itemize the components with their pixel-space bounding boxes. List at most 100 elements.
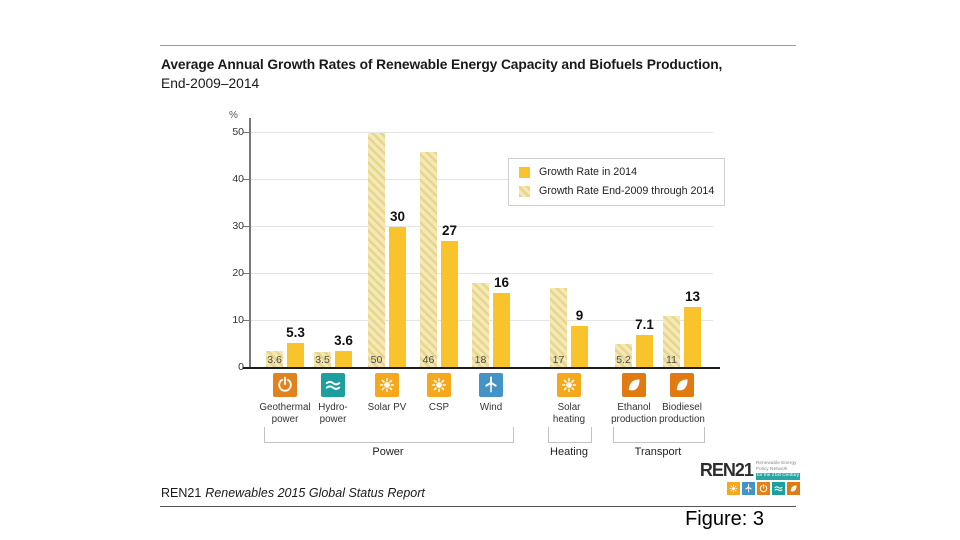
y-axis-tick-10	[243, 320, 250, 321]
group-label-transport: Transport	[634, 446, 682, 458]
y-axis-tick-label-40: 40	[232, 173, 244, 185]
value-label-2009-2014-geothermal-power: 3.6	[267, 354, 282, 366]
group-label-power: Power	[372, 446, 404, 458]
value-label-2014-biodiesel-production: 13	[684, 288, 701, 304]
ren21-logo: REN21 Renewable Energy Policy Network fo…	[700, 461, 800, 495]
solar-heating-icon	[557, 373, 581, 397]
y-axis-tick-30	[243, 226, 250, 227]
bar-group-solar-pv: 30 50 Solar PV	[368, 118, 406, 413]
source-report-title: Renewables 2015 Global Status Report	[205, 486, 425, 500]
bar-growth-2014-wind	[493, 292, 510, 368]
bar-growth-2014-biodiesel-production	[684, 306, 701, 368]
value-label-2009-2014-hydropower: 3.5	[315, 354, 330, 366]
chart-title: Average Annual Growth Rates of Renewable…	[161, 57, 811, 91]
y-axis-unit-label: %	[229, 110, 238, 121]
csp-icon	[427, 373, 451, 397]
value-label-2014-wind: 16	[493, 274, 510, 290]
bar-growth-2009-2014-hydropower	[314, 351, 331, 368]
y-axis-tick-label-30: 30	[232, 220, 244, 232]
bar-group-csp: 27 46 CSP	[420, 118, 458, 413]
gridline-50	[250, 132, 713, 133]
y-axis-tick-label-20: 20	[232, 267, 244, 279]
bar-group-ethanol-production: 7.1 5.2 Ethanol production	[611, 118, 657, 425]
y-axis-tick-label-50: 50	[232, 126, 244, 138]
bar-growth-2009-2014-wind	[472, 283, 489, 368]
value-label-2009-2014-wind: 18	[474, 354, 487, 366]
gridline-40	[250, 179, 713, 180]
ren21-logo-text: REN21	[699, 460, 754, 480]
value-label-2014-solar-pv: 30	[389, 209, 406, 224]
legend-label-growth-2009-2014: Growth Rate End-2009 through 2014	[539, 185, 715, 197]
bar-growth-2009-2014-ethanol-production	[615, 343, 632, 368]
y-axis-line	[249, 118, 251, 368]
bar-growth-2014-solar-heating	[571, 325, 588, 368]
bar-group-biodiesel-production: 13 11 Biodiesel production	[659, 118, 705, 425]
bar-growth-2009-2014-solar-pv	[368, 133, 385, 368]
logo-geothermal-icon	[757, 481, 770, 495]
figure-number: Figure: 3	[685, 508, 764, 530]
category-label-csp: CSP	[428, 402, 450, 413]
category-label-biodiesel-production: Biodiesel production	[659, 402, 705, 425]
legend-swatch-hatched	[519, 185, 530, 197]
y-axis-tick-label-0: 0	[238, 361, 244, 373]
bar-growth-2009-2014-csp	[420, 151, 437, 368]
bar-growth-2014-ethanol-production	[636, 334, 653, 368]
bar-group-hydropower: 3.6 3.5 Hydro-power	[314, 118, 353, 425]
gridline-20	[250, 273, 713, 274]
tagline-line-3: for the 21st Century	[755, 473, 800, 480]
y-axis-tick-40	[243, 179, 250, 180]
value-label-2014-hydropower: 3.6	[334, 333, 353, 349]
ren21-logo-icon-row	[700, 481, 800, 495]
y-axis-tick-50	[243, 132, 250, 133]
category-label-ethanol-production: Ethanol production	[611, 402, 657, 425]
chart-title-line2: End-2009–2014	[161, 76, 260, 91]
value-label-2014-solar-heating: 9	[575, 307, 584, 323]
bar-growth-2009-2014-biodiesel-production	[663, 316, 680, 368]
bar-growth-2014-hydropower	[335, 351, 352, 368]
category-label-solar-pv: Solar PV	[367, 402, 407, 413]
chart-title-line1: Average Annual Growth Rates of Renewable…	[161, 57, 723, 72]
logo-wind-turbine-icon	[742, 481, 755, 495]
group-bracket-heating	[548, 427, 592, 443]
bar-growth-2014-csp	[441, 241, 458, 368]
bar-growth-2014-geothermal-power	[287, 343, 304, 368]
y-axis-tick-label-10: 10	[232, 314, 244, 326]
biodiesel-production-icon	[670, 373, 694, 397]
ethanol-production-icon	[622, 373, 646, 397]
tagline-line-1: Renewable Energy	[755, 461, 797, 466]
group-label-heating: Heating	[550, 446, 588, 458]
logo-leaf-icon	[787, 481, 800, 495]
legend-swatch-solid	[519, 166, 530, 178]
x-axis-line	[243, 367, 720, 369]
bar-growth-2009-2014-solar-heating	[550, 288, 567, 368]
value-label-2014-csp: 27	[441, 223, 458, 239]
value-label-2014-geothermal-power: 5.3	[286, 325, 305, 341]
geothermal-power-icon	[273, 373, 297, 397]
bar-group-geothermal-power: 5.3 3.6 Geothermal power	[259, 118, 310, 424]
plot-area: Growth Rate in 2014 Growth Rate End-2009…	[232, 118, 726, 458]
gridline-30	[250, 226, 713, 227]
logo-sun-icon	[727, 481, 740, 495]
value-label-2009-2014-biodiesel-production: 11	[666, 354, 677, 366]
legend-label-growth-2014: Growth Rate in 2014	[539, 166, 638, 178]
logo-waves-icon	[772, 481, 785, 495]
group-bracket-power	[264, 427, 514, 443]
chart-legend: Growth Rate in 2014 Growth Rate End-2009…	[508, 158, 726, 206]
ren21-logo-tagline: Renewable Energy Policy Network for the …	[755, 461, 800, 480]
tagline-line-2: Policy Network	[755, 467, 788, 473]
growth-rate-chart: % Growth Rate in 2014 Growth Rate End-20…	[160, 102, 890, 477]
group-bracket-transport	[613, 427, 705, 443]
hydropower-icon	[321, 373, 345, 397]
bar-group-wind: 16 18 Wind	[472, 118, 510, 413]
solar-pv-icon	[375, 373, 399, 397]
category-label-solar-heating: Solar heating	[552, 402, 586, 425]
value-label-2009-2014-csp: 46	[422, 354, 435, 366]
value-label-2009-2014-solar-pv: 50	[370, 354, 383, 366]
ren21-logo-top: REN21 Renewable Energy Policy Network fo…	[700, 461, 800, 480]
bar-growth-2009-2014-geothermal-power	[266, 351, 283, 368]
legend-item-growth-2009-2014: Growth Rate End-2009 through 2014	[519, 185, 714, 197]
value-label-2009-2014-ethanol-production: 5.2	[616, 354, 631, 366]
value-label-2014-ethanol-production: 7.1	[635, 316, 654, 332]
bottom-divider	[160, 506, 796, 507]
